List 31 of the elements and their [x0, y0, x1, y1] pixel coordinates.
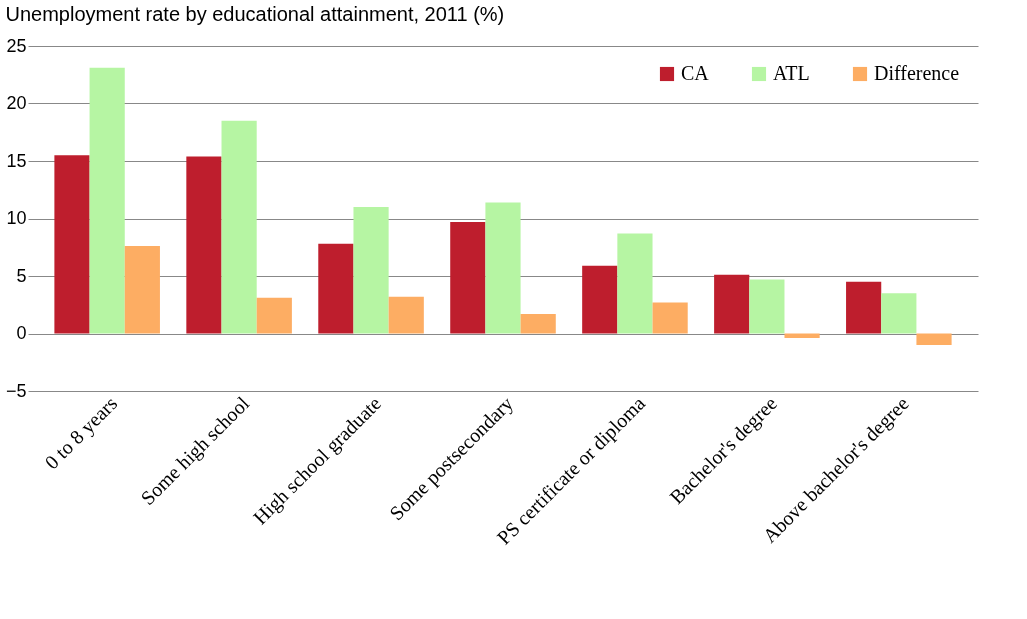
bar [353, 207, 389, 334]
chart-title: Unemployment rate by educational attainment, 2011 (%) [5, 3, 505, 25]
bar [617, 233, 653, 334]
bar [388, 296, 424, 334]
y-tick-label: 15 [6, 150, 27, 171]
bar [318, 243, 354, 334]
bar [485, 202, 521, 334]
bar [714, 274, 750, 334]
y-tick-label: 5 [16, 265, 27, 286]
y-tick-label: 20 [6, 93, 27, 113]
y-tick-label: 25 [6, 35, 27, 56]
bar [749, 279, 785, 334]
y-tick-label: 0 [16, 323, 27, 343]
legend-label: CA [681, 62, 710, 84]
bar [582, 265, 618, 334]
bar [124, 246, 160, 334]
bar [256, 297, 292, 334]
bar [186, 156, 222, 334]
bar [450, 221, 486, 334]
bar [881, 293, 917, 334]
bar [54, 155, 90, 334]
legend-label: ATL [773, 62, 810, 84]
bar [221, 120, 257, 334]
bar [652, 302, 688, 334]
bar [916, 333, 952, 345]
y-tick-label: 10 [6, 208, 27, 228]
bar [89, 67, 125, 334]
y-tick-label: −5 [5, 380, 27, 401]
bar [520, 313, 556, 334]
bar [846, 281, 882, 334]
legend-label: Difference [874, 62, 960, 84]
